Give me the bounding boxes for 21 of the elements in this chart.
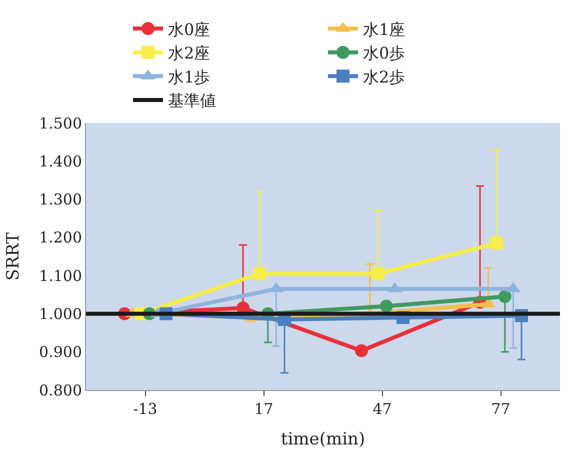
- x-tick-label: 17: [254, 400, 274, 418]
- x-tick-label: 77: [491, 400, 510, 418]
- y-tick-label: 0.900: [39, 343, 82, 362]
- legend-label: 水0座: [168, 20, 210, 39]
- x-tick-label: 47: [372, 400, 392, 418]
- legend-label: 水2座: [168, 44, 210, 63]
- y-tick-label: 1.400: [39, 152, 82, 170]
- x-axis-title: time(min): [280, 429, 366, 450]
- y-tick-label: 1.300: [39, 190, 82, 209]
- x-tick-label: -13: [133, 400, 158, 418]
- legend-label: 水0歩: [363, 44, 406, 63]
- legend-label: 水2歩: [363, 67, 406, 86]
- y-tick-label: 1.000: [39, 304, 82, 323]
- legend-label: 水1歩: [168, 67, 210, 86]
- legend-label: 水1座: [363, 20, 406, 39]
- legend-label: 基準値: [168, 91, 216, 110]
- y-tick-label: 1.200: [39, 228, 82, 247]
- y-tick-label: 1.100: [39, 266, 82, 285]
- y-axis-title: SRRT: [4, 232, 24, 281]
- y-tick-label: 0.800: [39, 381, 82, 400]
- y-tick-label: 1.500: [39, 114, 82, 132]
